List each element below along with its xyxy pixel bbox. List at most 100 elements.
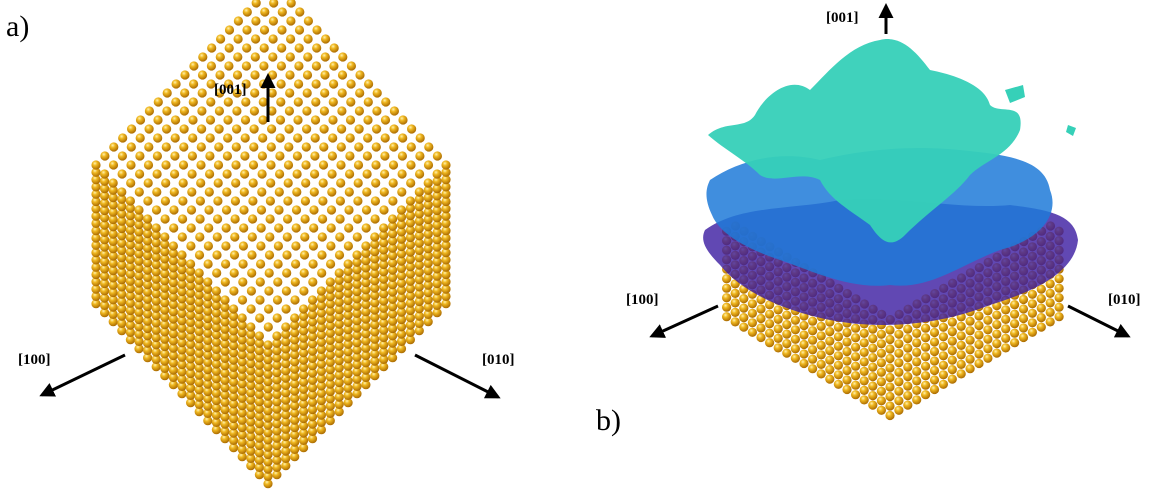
atom (338, 70, 347, 79)
atom (921, 390, 930, 399)
atom (290, 313, 299, 322)
atom (808, 355, 817, 364)
atom (921, 343, 930, 352)
atom (336, 160, 345, 169)
atom (127, 142, 136, 151)
atom (327, 187, 336, 196)
atom (310, 151, 319, 160)
atom (303, 70, 312, 79)
atom (276, 97, 285, 106)
atom (894, 396, 903, 405)
atom (939, 351, 948, 360)
atom (231, 214, 240, 223)
atom (346, 97, 355, 106)
atom (782, 320, 791, 329)
atom (355, 70, 364, 79)
atom (179, 160, 188, 169)
atom (817, 369, 826, 378)
atom (380, 151, 389, 160)
atom (921, 362, 930, 371)
atom (370, 232, 379, 241)
atom (1046, 289, 1055, 298)
atom (722, 312, 731, 321)
atom (748, 309, 757, 318)
atom (206, 133, 215, 142)
atom (239, 259, 248, 268)
atom (303, 88, 312, 97)
atom (791, 325, 800, 334)
axis-label: [100] (626, 292, 659, 308)
atom (791, 335, 800, 344)
atom (180, 88, 189, 97)
atom (241, 97, 250, 106)
atom (903, 334, 912, 343)
atom (238, 313, 247, 322)
atom (372, 106, 381, 115)
atom (921, 324, 930, 333)
atom (178, 196, 187, 205)
atom (269, 34, 278, 43)
atom (100, 169, 109, 178)
atom (808, 336, 817, 345)
atom (135, 169, 144, 178)
atom (825, 375, 834, 384)
atom (877, 368, 886, 377)
atom (328, 133, 337, 142)
atom (756, 333, 765, 342)
atom (188, 169, 197, 178)
atom (263, 340, 272, 349)
atom (180, 124, 189, 133)
atom (966, 364, 975, 373)
atom (748, 318, 757, 327)
atom (277, 25, 286, 34)
atom (153, 133, 162, 142)
atom (335, 268, 344, 277)
atom (302, 106, 311, 115)
atom (196, 214, 205, 223)
atom (266, 160, 275, 169)
atom (285, 106, 294, 115)
atom (170, 187, 179, 196)
atom (299, 304, 308, 313)
atom (223, 115, 232, 124)
atom (309, 241, 318, 250)
panel-label: b) (596, 404, 621, 437)
atom (756, 304, 765, 313)
atom (178, 232, 187, 241)
atom (241, 133, 250, 142)
atom (282, 250, 291, 259)
atom (188, 151, 197, 160)
atom (294, 97, 303, 106)
atom (992, 339, 1001, 348)
atom (212, 268, 221, 277)
atom (948, 337, 957, 346)
atom (269, 16, 278, 25)
atom (966, 317, 975, 326)
atom (273, 313, 282, 322)
atom (301, 178, 310, 187)
atom (352, 250, 361, 259)
atom (189, 61, 198, 70)
atom (939, 323, 948, 332)
atom (229, 286, 238, 295)
atom (231, 178, 240, 187)
atom (868, 391, 877, 400)
atom (748, 328, 757, 337)
atom (791, 354, 800, 363)
atom (851, 324, 860, 333)
atom (284, 142, 293, 151)
atom (274, 259, 283, 268)
atom (362, 187, 371, 196)
atom (187, 223, 196, 232)
atom (204, 223, 213, 232)
atom (251, 34, 260, 43)
atom (152, 205, 161, 214)
atom (912, 386, 921, 395)
atom (247, 286, 256, 295)
atom (225, 25, 234, 34)
atom (992, 311, 1001, 320)
atom (277, 43, 286, 52)
atom (894, 358, 903, 367)
atom (230, 268, 239, 277)
atom (371, 196, 380, 205)
